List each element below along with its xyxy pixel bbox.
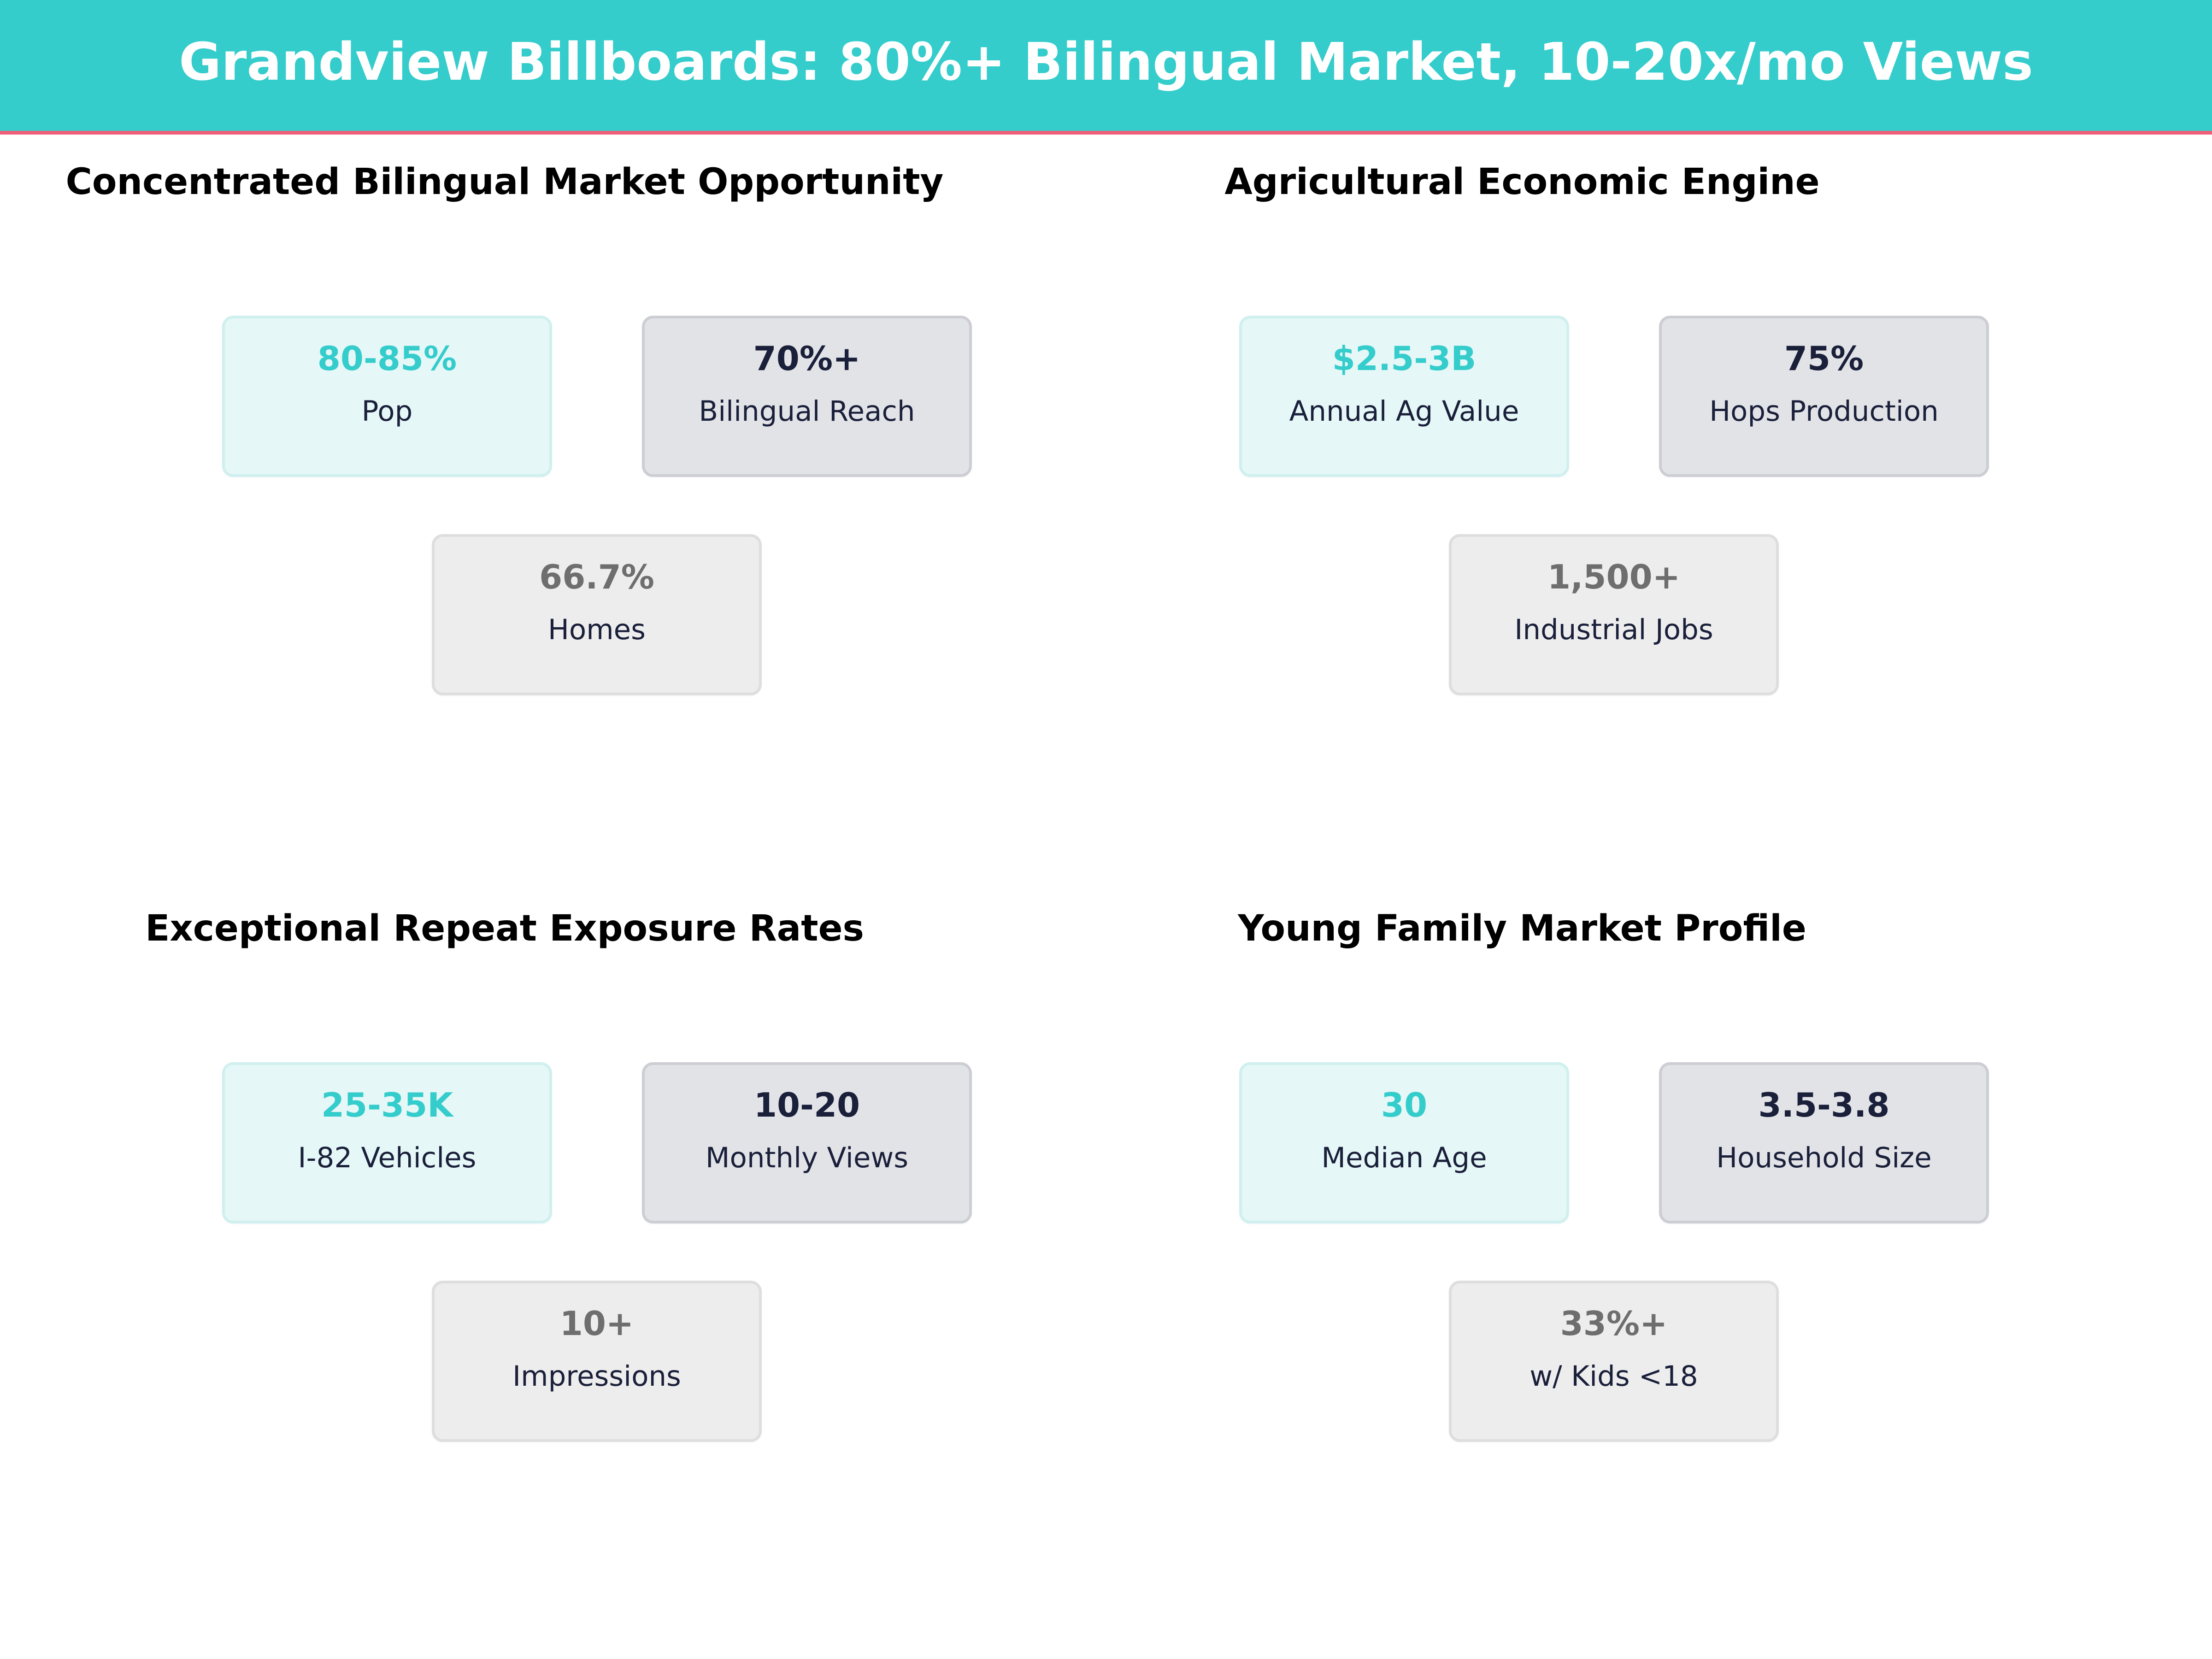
stat-value: 10-20 (753, 1086, 860, 1124)
stat-value: $2.5-3B (1332, 339, 1477, 378)
stat-value: 25-35K (321, 1086, 453, 1124)
stat-card-industrial-jobs: 1,500+ Industrial Jobs (1449, 534, 1779, 695)
stat-value: 75% (1784, 339, 1864, 378)
stat-card-kids-under-18: 33%+ w/ Kids <18 (1449, 1281, 1779, 1442)
stat-value: 80-85% (317, 339, 457, 378)
section-title: Exceptional Repeat Exposure Rates (145, 908, 864, 949)
stat-label: Bilingual Reach (699, 395, 915, 428)
stat-card-annual-ag-value: $2.5-3B Annual Ag Value (1239, 316, 1569, 477)
stat-value: 1,500+ (1547, 558, 1681, 596)
stat-card-i82-vehicles: 25-35K I-82 Vehicles (222, 1062, 552, 1224)
stat-value: 3.5-3.8 (1758, 1086, 1890, 1124)
stat-card-impressions: 10+ Impressions (432, 1281, 762, 1442)
stat-card-household-size: 3.5-3.8 Household Size (1659, 1062, 1989, 1224)
stat-card-pop: 80-85% Pop (222, 316, 552, 477)
stat-value: 70%+ (753, 339, 861, 378)
section-agricultural-engine: Agricultural Economic Engine $2.5-3B Ann… (1106, 0, 2212, 747)
stat-label: Median Age (1321, 1141, 1487, 1174)
stat-value: 33%+ (1560, 1304, 1668, 1343)
section-title: Young Family Market Profile (1238, 908, 1806, 949)
stat-value: 10+ (559, 1304, 634, 1343)
stat-label: Industrial Jobs (1514, 613, 1713, 646)
stat-card-monthly-views: 10-20 Monthly Views (642, 1062, 972, 1224)
stat-label: Monthly Views (705, 1141, 909, 1174)
stat-card-hops-production: 75% Hops Production (1659, 316, 1989, 477)
stat-label: Hops Production (1709, 395, 1939, 428)
stat-card-homes: 66.7% Homes (432, 534, 762, 695)
section-young-family: Young Family Market Profile 30 Median Ag… (1106, 747, 2212, 1493)
section-title: Agricultural Economic Engine (1224, 161, 1820, 203)
stat-label: Impressions (512, 1360, 681, 1393)
stat-value: 30 (1381, 1086, 1428, 1124)
header-banner (0, 0, 2212, 131)
stat-label: Annual Ag Value (1289, 395, 1519, 428)
section-bilingual-market: Concentrated Bilingual Market Opportunit… (0, 0, 1106, 747)
header-accent-line (0, 131, 2212, 135)
stat-label: Pop (361, 395, 413, 428)
stat-label: I-82 Vehicles (298, 1141, 477, 1174)
stat-value: 66.7% (539, 558, 654, 596)
stat-card-median-age: 30 Median Age (1239, 1062, 1569, 1224)
stat-card-bilingual-reach: 70%+ Bilingual Reach (642, 316, 972, 477)
stat-label: w/ Kids <18 (1530, 1360, 1698, 1393)
page-title: Grandview Billboards: 80%+ Bilingual Mar… (179, 32, 2033, 92)
stat-label: Household Size (1716, 1141, 1932, 1174)
section-title: Concentrated Bilingual Market Opportunit… (65, 161, 944, 203)
stat-label: Homes (548, 613, 646, 646)
section-repeat-exposure: Exceptional Repeat Exposure Rates 25-35K… (0, 747, 1106, 1493)
